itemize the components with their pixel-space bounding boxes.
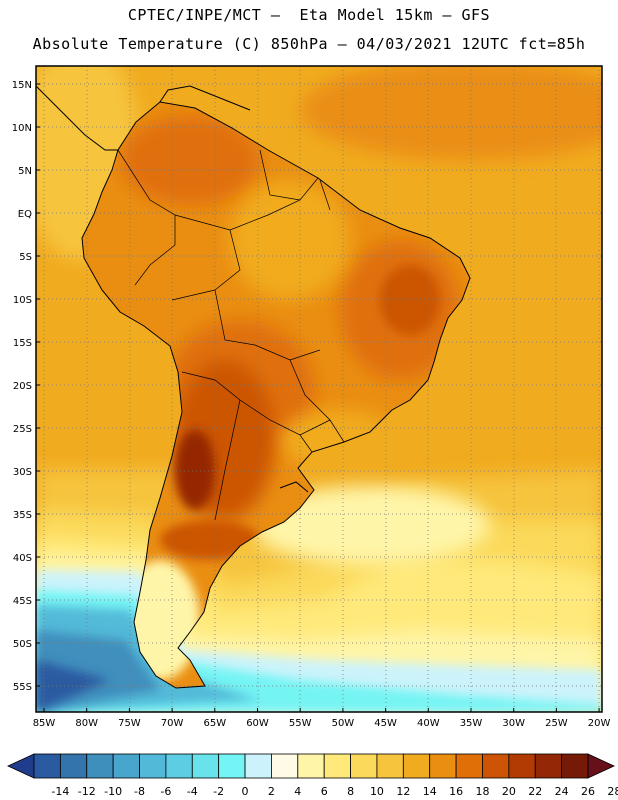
- colorbar-tick-label: 22: [528, 785, 542, 798]
- colorbar-swatch: [455, 753, 483, 779]
- lon-label: 30W: [502, 718, 525, 729]
- lon-label: 35W: [460, 718, 483, 729]
- lat-label: 55S: [13, 682, 32, 693]
- colorbar-tick-label: -6: [160, 785, 171, 798]
- colorbar-tick-label: -8: [134, 785, 145, 798]
- title-line-2: Absolute Temperature (C) 850hPa — 04/03/…: [32, 35, 586, 53]
- colorbar-tick-label: -12: [78, 785, 96, 798]
- colorbar-tick-label: 24: [555, 785, 569, 798]
- colorbar-tick-label: 20: [502, 785, 516, 798]
- colorbar-tick-label: 10: [370, 785, 384, 798]
- lon-label: 85W: [33, 718, 56, 729]
- colorbar-tick-label: -10: [104, 785, 122, 798]
- colorbar-swatch: [86, 753, 114, 779]
- lon-label: 80W: [75, 718, 98, 729]
- colorbar-swatch: [191, 753, 220, 779]
- colorbar-swatch: [165, 753, 193, 779]
- lat-label: 10S: [13, 295, 32, 306]
- colorbar-swatch: [508, 753, 536, 779]
- colorbar-swatch: [534, 753, 563, 779]
- lat-label: 15N: [12, 80, 32, 91]
- lat-label: 10N: [12, 123, 32, 134]
- lon-label: 65W: [203, 718, 226, 729]
- temperature-field: [36, 66, 602, 712]
- colorbar-tick-label: 8: [347, 785, 354, 798]
- colorbar-tick-label: 12: [396, 785, 410, 798]
- lon-label: 50W: [332, 718, 355, 729]
- colorbar-swatch: [218, 753, 246, 779]
- colorbar-tick-label: 28: [607, 785, 618, 798]
- colorbar-ticks: -14 -12 -10 -8 -6 -4 -2 0 2 4 6 8 10 12 14 16 18 20 22 24 26…: [51, 785, 618, 798]
- lat-label: 15S: [13, 338, 32, 349]
- colorbar-swatch: [33, 753, 61, 779]
- title-line-1: CPTEC/INPE/MCT — Eta Model 15km — GFS: [127, 6, 491, 24]
- colorbar-swatch: [271, 753, 299, 779]
- colorbar-tick-label: 6: [321, 785, 328, 798]
- lon-labels: 85W 80W 75W 70W 65W 60W 55W 50W 45W 40W 35W 30W 25W 2…: [33, 708, 611, 729]
- lat-label: 5S: [19, 252, 32, 263]
- lat-label: 50S: [13, 639, 32, 650]
- lat-label: 30S: [13, 467, 32, 478]
- lon-label: 75W: [118, 718, 141, 729]
- lon-label: 20W: [588, 718, 611, 729]
- lat-label: 20S: [13, 381, 32, 392]
- lon-label: 25W: [545, 718, 568, 729]
- colorbar-tick-label: 14: [423, 785, 437, 798]
- colorbar-tick-label: -14: [51, 785, 69, 798]
- colorbar-tick-label: 0: [242, 785, 249, 798]
- colorbar-swatch: [59, 753, 88, 779]
- colorbar-tick-label: 16: [449, 785, 463, 798]
- colorbar-swatch: [244, 753, 272, 779]
- colorbar-tick-label: 26: [581, 785, 595, 798]
- lat-label: 40S: [13, 553, 32, 564]
- country-borders: [117, 149, 345, 521]
- coastlines: [36, 85, 471, 689]
- colorbar: [7, 753, 615, 779]
- lat-label: EQ: [18, 209, 32, 220]
- colorbar-tick-label: -2: [213, 785, 224, 798]
- lat-label: 35S: [13, 510, 32, 521]
- map-frame: [35, 65, 603, 713]
- colorbar-min-arrow: [7, 753, 35, 779]
- lon-label: 70W: [161, 718, 184, 729]
- colorbar-swatch: [561, 753, 589, 779]
- lon-label: 40W: [417, 718, 440, 729]
- colorbar-swatch: [376, 753, 404, 779]
- lon-label: 45W: [374, 718, 397, 729]
- lat-label: 25S: [13, 424, 32, 435]
- lat-label: 5N: [18, 166, 32, 177]
- colorbar-swatch: [482, 753, 510, 779]
- colorbar-tick-label: 18: [475, 785, 489, 798]
- colorbar-swatch: [297, 753, 325, 779]
- lat-labels: 15N 10N 5N EQ 5S 10S 15S 20S 25S 30S 35S 40S 45S 50S 5…: [12, 80, 40, 693]
- colorbar-swatch: [139, 753, 167, 779]
- lat-label: 45S: [13, 596, 32, 607]
- colorbar-tick-label: 4: [294, 785, 301, 798]
- colorbar-swatch: [429, 753, 457, 779]
- colorbar-max-arrow: [587, 753, 615, 779]
- colorbar-swatch: [323, 753, 351, 779]
- colorbar-swatch: [350, 753, 378, 779]
- colorbar-swatch: [402, 753, 431, 779]
- colorbar-tick-label: -4: [187, 785, 198, 798]
- colorbar-swatch: [112, 753, 140, 779]
- lon-label: 55W: [289, 718, 312, 729]
- colorbar-tick-label: 2: [268, 785, 275, 798]
- lon-label: 60W: [246, 718, 269, 729]
